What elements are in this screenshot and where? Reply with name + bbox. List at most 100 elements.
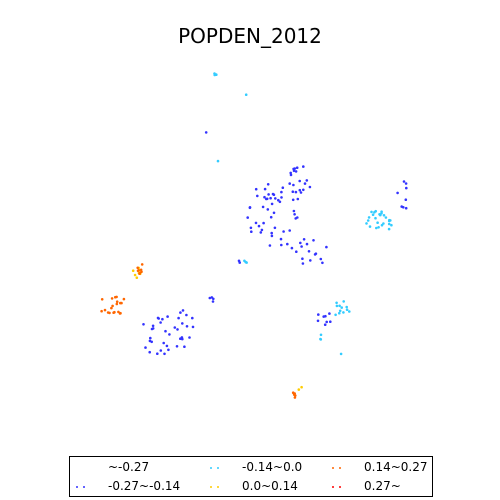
series-2 [131, 266, 303, 391]
data-point [159, 321, 162, 324]
data-point [246, 216, 249, 219]
data-point [269, 196, 272, 200]
data-point [151, 327, 155, 330]
data-point [144, 346, 147, 349]
data-point [183, 345, 186, 349]
data-point [288, 182, 292, 185]
data-point [173, 326, 177, 329]
data-point [387, 227, 391, 231]
data-point [266, 183, 270, 186]
series-1 [213, 72, 393, 356]
data-point [177, 316, 180, 320]
data-point [100, 309, 103, 313]
data-point [249, 226, 253, 230]
data-point [150, 340, 153, 344]
data-point [404, 182, 408, 185]
data-point [300, 245, 303, 248]
data-point [308, 185, 312, 189]
data-point [291, 190, 295, 193]
data-point [149, 336, 152, 340]
data-point [366, 219, 370, 222]
legend-swatch-icon [76, 467, 86, 471]
data-point [250, 230, 253, 233]
data-point [208, 296, 212, 300]
data-point [293, 396, 297, 399]
data-point [376, 221, 379, 224]
data-point [181, 309, 185, 312]
data-point [162, 341, 165, 345]
data-point [159, 349, 163, 352]
data-point [335, 304, 339, 308]
data-point [402, 180, 406, 183]
data-point [156, 352, 159, 356]
data-point [348, 310, 351, 313]
data-point [138, 271, 142, 275]
data-point [382, 214, 386, 217]
data-point [151, 324, 155, 328]
data-point [371, 213, 375, 216]
data-point [292, 183, 295, 187]
data-point [339, 352, 343, 356]
data-point [248, 206, 252, 209]
data-point [244, 260, 247, 264]
data-point [140, 263, 144, 266]
data-point [342, 300, 346, 303]
data-point [167, 348, 170, 352]
data-point [340, 306, 344, 309]
data-point [280, 190, 283, 194]
data-point [279, 237, 283, 241]
data-point [118, 312, 122, 315]
data-point [329, 320, 332, 324]
map-plot-area [100, 72, 408, 399]
data-point [211, 300, 215, 303]
data-point [345, 305, 349, 309]
data-point [263, 195, 266, 199]
data-point [390, 223, 393, 227]
data-point [267, 193, 270, 196]
data-point [299, 191, 303, 194]
data-point [313, 253, 317, 256]
data-point [296, 197, 300, 201]
data-point [368, 225, 372, 228]
data-point [309, 259, 312, 262]
data-point [164, 329, 167, 333]
map-title: POPDEN_2012 [178, 24, 322, 48]
data-point [294, 190, 298, 194]
data-point [166, 315, 169, 318]
data-point [175, 345, 179, 348]
data-point [298, 188, 302, 192]
data-point [157, 317, 160, 320]
data-point [115, 302, 119, 306]
data-point [100, 298, 104, 301]
data-point [148, 350, 151, 354]
legend-label: 0.27~ [364, 479, 401, 493]
data-point [110, 297, 114, 300]
data-point [321, 261, 324, 265]
data-point [259, 231, 263, 234]
data-point [305, 179, 309, 182]
data-point [325, 245, 328, 249]
data-point [297, 388, 301, 391]
data-point [272, 211, 276, 215]
data-point [210, 296, 214, 299]
legend-swatch-icon [210, 486, 220, 490]
data-point [216, 159, 220, 163]
data-point [319, 337, 322, 341]
data-point [289, 171, 293, 175]
series-0 [142, 131, 408, 356]
data-point [323, 323, 327, 327]
data-point [268, 244, 272, 247]
data-point [163, 352, 166, 356]
data-point [325, 320, 329, 324]
data-point [278, 200, 282, 204]
legend-swatch-icon [76, 486, 86, 490]
legend-swatch-icon [332, 486, 342, 490]
data-point [270, 202, 274, 206]
data-point [270, 234, 274, 238]
data-point [302, 165, 305, 168]
data-point [133, 273, 137, 277]
data-point [328, 312, 331, 315]
data-point [307, 250, 311, 253]
data-point [191, 316, 194, 320]
legend-label: ~-0.27 [108, 460, 150, 474]
